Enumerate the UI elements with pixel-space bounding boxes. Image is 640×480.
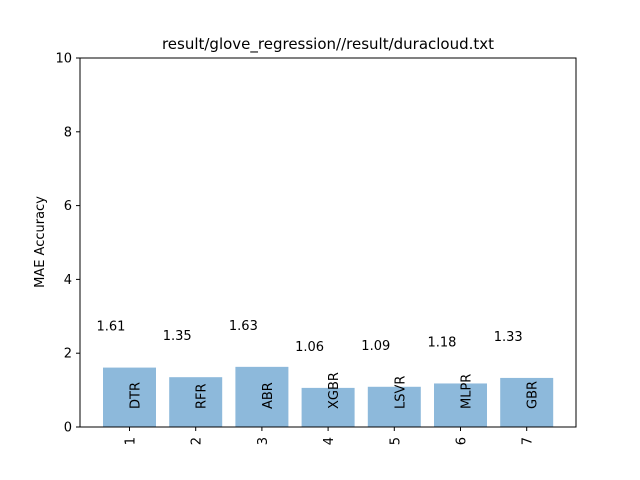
bar-name-label: DTR (129, 382, 144, 409)
labels-group: 1.61 DTR 1.35 RFR 1.63 ABR 1.06 XGBR 1.09 LSVR 1.1… (97, 319, 541, 409)
x-tick-label: 3 (256, 437, 271, 445)
x-tick-label: 1 (124, 437, 139, 445)
bar (235, 366, 289, 427)
x-tick-label: 2 (190, 437, 205, 445)
y-tick-label: 4 (64, 273, 72, 288)
x-ticks-group: 1 2 3 4 5 6 7 (124, 427, 536, 445)
x-tick-label: 7 (521, 437, 536, 445)
bar (367, 386, 421, 427)
y-tick-label: 10 (55, 52, 72, 67)
chart-title: result/glove_regression//result/duraclou… (162, 35, 494, 54)
bar-name-label: GBR (526, 381, 541, 409)
bar-name-label: LSVR (393, 376, 408, 409)
x-tick-label: 5 (388, 437, 403, 445)
x-tick-label: 4 (322, 437, 337, 445)
y-tick-label: 6 (64, 199, 72, 214)
bar-name-label: XGBR (327, 372, 342, 409)
bars-group (103, 366, 554, 427)
bar-name-label: MLPR (460, 374, 475, 409)
bar (434, 383, 487, 427)
x-tick-label: 6 (455, 437, 470, 445)
data-label: 1.61 (97, 320, 126, 335)
bar (301, 387, 355, 427)
data-label: 1.35 (163, 329, 192, 344)
data-label: 1.63 (229, 319, 258, 334)
data-label: 1.06 (295, 340, 324, 355)
bar (169, 377, 223, 427)
bar (103, 367, 156, 427)
data-label: 1.18 (428, 335, 457, 350)
data-label: 1.33 (494, 330, 523, 345)
plot-frame (79, 57, 577, 428)
y-axis-label: MAE Accuracy (33, 196, 48, 288)
data-label: 1.09 (361, 339, 390, 354)
y-tick-label: 8 (64, 125, 72, 140)
y-tick-label: 2 (64, 347, 72, 362)
bar-name-label: ABR (261, 382, 276, 409)
bar-name-label: RFR (195, 383, 210, 409)
y-ticks-group: 0 2 4 6 8 10 (55, 52, 80, 436)
bar (500, 377, 554, 427)
y-tick-label: 0 (64, 421, 72, 436)
